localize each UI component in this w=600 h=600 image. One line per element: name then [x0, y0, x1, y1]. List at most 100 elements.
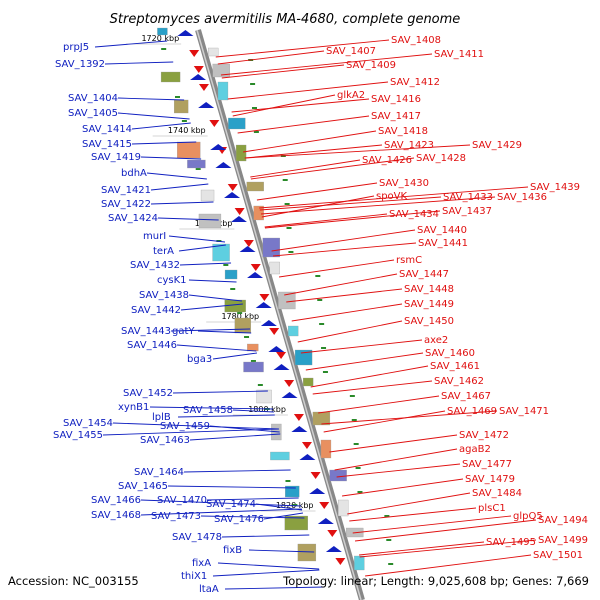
gene-arrow-blue [224, 192, 241, 198]
leader-line-right [279, 259, 395, 278]
gene-label-left: prpJ5 [63, 42, 89, 53]
gene-label-right: SAV_1460 [425, 348, 475, 359]
gene-label-left: lplB [152, 412, 171, 423]
leader-line-right [250, 159, 361, 178]
gene-minus-strand [198, 213, 222, 229]
gene-label-right: SAV_1469 [447, 406, 497, 417]
gene-label-left: SAV_1465 [118, 481, 168, 492]
gene-label-right: SAV_1417 [371, 111, 421, 122]
gene-label-right: SAV_1434 [389, 209, 439, 220]
gene-arrow-red [243, 240, 254, 247]
gene-arrow-blue [230, 216, 247, 222]
gene-label-right: plsC1 [478, 503, 506, 514]
flank-dash [250, 83, 256, 85]
leader-line-right [352, 515, 512, 534]
gene-label-left: SAV_1438 [139, 290, 189, 301]
gene-label-left: SAV_1404 [68, 93, 118, 104]
gene-label-right: SAV_1449 [404, 299, 454, 310]
leader-line-right [310, 365, 429, 388]
gene-minus-strand [177, 141, 201, 159]
flank-dash [284, 203, 290, 205]
flank-dash [257, 384, 263, 386]
leader-line-right [215, 39, 390, 58]
gene-plus-strand [320, 439, 332, 459]
gene-arrow-red [209, 120, 220, 127]
leader-line-left [263, 512, 304, 520]
gene-label-right: SAV_1499 [538, 535, 588, 546]
gene-arrow-blue [325, 546, 342, 552]
leader-line-left [94, 40, 168, 48]
leader-line-left [188, 294, 243, 302]
leader-line-left [200, 515, 305, 519]
leader-line-left [131, 141, 197, 145]
gene-label-left: cysK1 [157, 275, 187, 286]
gene-plus-strand [246, 181, 264, 192]
leader-line-right [237, 115, 370, 134]
gene-arrow-blue [291, 426, 308, 432]
leader-line-left [117, 97, 185, 101]
gene-label-right: SAV_1450 [404, 316, 454, 327]
gene-label-right: SAV_1433 [443, 192, 493, 203]
leader-line-left [255, 503, 303, 511]
gene-label-left: SAV_1474 [206, 499, 256, 510]
leader-line-left [149, 406, 274, 410]
flank-dash [317, 299, 323, 301]
gene-label-left: SAV_1421 [101, 185, 151, 196]
gene-label-left: SAV_1468 [91, 510, 141, 521]
gene-label-left: SAV_1419 [91, 152, 141, 163]
gene-label-left: thiX1 [181, 571, 207, 582]
gene-label-left: SAV_1442 [131, 305, 181, 316]
gene-label-left: bga3 [187, 354, 212, 365]
leader-line-right [244, 144, 471, 159]
leader-line-left [189, 433, 281, 441]
gene-arrow-blue [177, 30, 194, 36]
leader-line-right [259, 196, 442, 211]
flank-dash [174, 96, 180, 98]
gene-label-left: SAV_1476 [214, 514, 264, 525]
flank-dash [161, 48, 167, 50]
leader-line-left [212, 569, 320, 577]
leader-line-right [259, 186, 529, 209]
leader-line-right [227, 81, 389, 100]
gene-arrow-blue [255, 302, 272, 308]
gene-minus-strand [297, 543, 317, 562]
leader-line-left [168, 235, 226, 243]
gene-label-right: SAV_1409 [346, 60, 396, 71]
gene-label-left: SAV_1415 [82, 139, 132, 150]
gene-arrow-blue [247, 272, 264, 278]
gene-label-right: SAV_1426 [362, 155, 412, 166]
leader-line-left [178, 244, 226, 252]
gene-arrow-blue [198, 102, 215, 108]
flank-dash [286, 227, 292, 229]
leader-line-left [157, 217, 219, 221]
gene-label-right: SAV_1439 [530, 182, 580, 193]
flank-dash [384, 515, 390, 517]
leader-line-left [232, 409, 274, 413]
gene-arrow-blue [273, 364, 290, 370]
gene-plus-strand [288, 325, 299, 337]
gene-label-right: SAV_1418 [378, 126, 428, 137]
leader-line-right [321, 410, 498, 425]
gene-plus-strand [302, 377, 314, 387]
gene-label-right: SAV_1440 [417, 225, 467, 236]
flank-dash [351, 419, 357, 421]
gene-label-left: SAV_1463 [140, 435, 190, 446]
gene-arrow-red [276, 352, 287, 359]
gene-arrow-blue [268, 346, 285, 352]
flank-dash [244, 336, 250, 338]
gene-label-left: SAV_1466 [91, 495, 141, 506]
gene-arrow-blue [239, 246, 256, 252]
leader-line-left [172, 390, 268, 394]
gene-plus-strand [338, 499, 349, 517]
leader-line-right [256, 182, 378, 201]
flank-dash [237, 312, 243, 314]
genome-axis [195, 29, 365, 600]
gene-arrow-blue [215, 162, 232, 168]
gene-plus-strand [217, 81, 229, 101]
gene-label-right: SAV_1423 [384, 140, 434, 151]
gene-label-right: SAV_1412 [390, 77, 440, 88]
gene-plus-strand [262, 237, 280, 258]
flank-dash [251, 107, 257, 109]
leader-line-right [284, 273, 398, 296]
leader-line-left [224, 586, 325, 590]
